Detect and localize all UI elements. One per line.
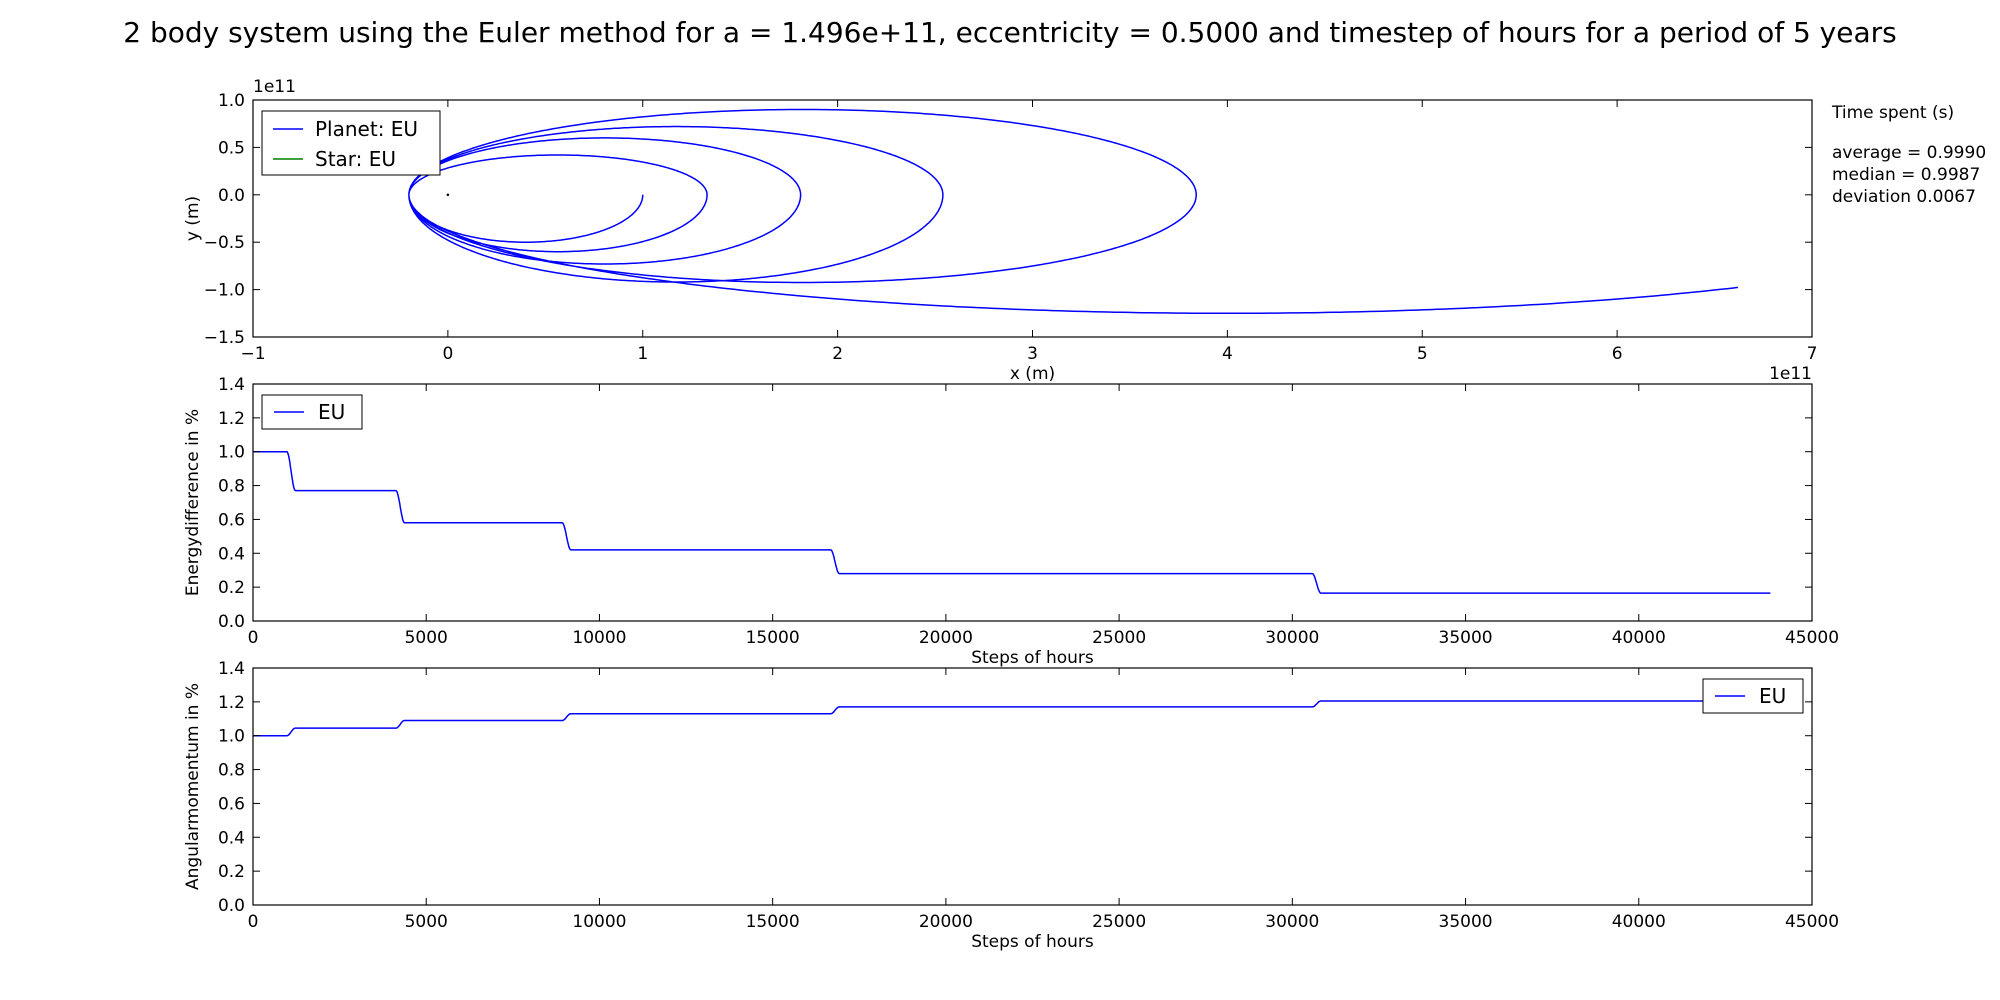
orbit-x-tick-label: 7 xyxy=(1807,344,1818,364)
energy-y-tick-label: 0.4 xyxy=(218,544,245,564)
angular-y-tick-label: 0.6 xyxy=(218,794,245,814)
orbit-y-tick-label: −1.0 xyxy=(204,281,245,301)
orbit-x-axis-label: x (m) xyxy=(1010,364,1055,384)
orbit-legend-label: Planet: EU xyxy=(315,117,418,141)
angular-y-tick-label: 0.2 xyxy=(218,862,245,882)
angular-x-tick-label: 30000 xyxy=(1265,912,1319,932)
angular-y-tick-label: 0.0 xyxy=(218,896,245,916)
orbit-planet-trajectory xyxy=(408,108,1738,315)
angular-x-axis-label: Steps of hours xyxy=(971,932,1094,952)
orbit-x-tick-label: 4 xyxy=(1222,344,1233,364)
orbit-x-tick-label: 1 xyxy=(637,344,648,364)
angular-x-tick-label: 45000 xyxy=(1785,912,1839,932)
angular-series-line xyxy=(253,700,1771,737)
time-stats-average: average = 0.9990 xyxy=(1832,143,1986,163)
energy-x-axis-label: Steps of hours xyxy=(971,648,1094,668)
angular-x-tick-label: 0 xyxy=(248,912,259,932)
energy-y-tick-label: 1.2 xyxy=(218,409,245,429)
energy-plot: 0 5000 10000 15000 20000 25000 30000 35000 40000… xyxy=(183,375,1839,668)
angular-y-tick-label: 1.0 xyxy=(218,727,245,747)
energy-x-tick-label: 25000 xyxy=(1092,628,1146,648)
orbit-legend: Planet: EU Star: EU xyxy=(261,110,441,176)
angular-momentum-plot: 0 5000 10000 15000 20000 25000 30000 35000 40000… xyxy=(183,659,1839,952)
orbit-y-tick-label: 0.5 xyxy=(218,138,245,158)
time-stats-heading: Time spent (s) xyxy=(1831,103,1954,123)
orbit-y-tick-label: 1.0 xyxy=(218,91,245,111)
energy-x-tick-label: 20000 xyxy=(919,628,973,648)
orbit-star-point xyxy=(446,193,450,197)
time-stats-median: median = 0.9987 xyxy=(1832,165,1980,185)
orbit-x-tick-label: 3 xyxy=(1027,344,1038,364)
angular-x-tick-label: 15000 xyxy=(746,912,800,932)
orbit-x-tick-label: 6 xyxy=(1612,344,1623,364)
energy-y-tick-label: 0.2 xyxy=(218,578,245,598)
angular-frame xyxy=(252,667,1813,906)
angular-y-tick-label: 0.4 xyxy=(218,828,245,848)
energy-x-tick-label: 40000 xyxy=(1612,628,1666,648)
orbit-x-tick-label: −1 xyxy=(240,344,265,364)
time-stats-panel: Time spent (s) average = 0.9990 median =… xyxy=(1831,103,1986,207)
orbit-x-tick-label: 0 xyxy=(442,344,453,364)
orbit-legend-box xyxy=(261,110,441,176)
energy-legend: EU xyxy=(261,394,363,430)
energy-x-tick-label: 35000 xyxy=(1439,628,1493,648)
figure-title: 2 body system using the Euler method for… xyxy=(123,16,1897,49)
orbit-x-offset-text: 1e11 xyxy=(1769,364,1812,384)
energy-x-tick-label: 0 xyxy=(248,628,259,648)
energy-y-axis-label: Energydifference in % xyxy=(183,409,203,596)
angular-x-tick-label: 10000 xyxy=(572,912,626,932)
orbit-x-tick-label: 5 xyxy=(1417,344,1428,364)
energy-legend-label: EU xyxy=(318,400,345,424)
energy-y-tick-label: 0.8 xyxy=(218,477,245,497)
energy-x-tick-label: 10000 xyxy=(572,628,626,648)
angular-y-tick-label: 1.2 xyxy=(218,693,245,713)
orbit-y-tick-label: −0.5 xyxy=(204,233,245,253)
orbit-y-tick-label: 0.0 xyxy=(218,186,245,206)
angular-y-tick-label: 1.4 xyxy=(218,659,245,679)
energy-x-tick-label: 45000 xyxy=(1785,628,1839,648)
angular-x-tick-label: 40000 xyxy=(1612,912,1666,932)
angular-x-tick-label: 25000 xyxy=(1092,912,1146,932)
energy-y-tick-label: 0.6 xyxy=(218,510,245,530)
angular-y-axis-label: Angularmomentum in % xyxy=(183,683,203,890)
orbit-x-tick-label: 2 xyxy=(832,344,843,364)
energy-x-tick-label: 15000 xyxy=(746,628,800,648)
angular-x-tick-label: 20000 xyxy=(919,912,973,932)
orbit-plot: −1 0 1 2 3 4 5 6 7 −1.5 −1.0 −0.5 0.0 0.5 1.0 x (m) y (m… xyxy=(183,77,1817,384)
energy-y-tick-label: 0.0 xyxy=(218,612,245,632)
orbit-y-axis-label: y (m) xyxy=(183,196,203,241)
energy-y-tick-label: 1.4 xyxy=(218,375,245,395)
time-stats-deviation: deviation 0.0067 xyxy=(1832,187,1976,207)
angular-legend: EU xyxy=(1702,678,1804,714)
energy-frame xyxy=(252,383,1813,622)
orbit-legend-label: Star: EU xyxy=(315,147,396,171)
angular-y-tick-label: 0.8 xyxy=(218,761,245,781)
energy-x-tick-label: 5000 xyxy=(405,628,448,648)
orbit-y-offset-text: 1e11 xyxy=(253,77,296,97)
energy-x-tick-label: 30000 xyxy=(1265,628,1319,648)
orbit-y-tick-label: −1.5 xyxy=(204,328,245,348)
angular-legend-label: EU xyxy=(1759,684,1786,708)
angular-x-tick-label: 5000 xyxy=(405,912,448,932)
angular-x-tick-label: 35000 xyxy=(1439,912,1493,932)
energy-series-line xyxy=(253,450,1771,594)
energy-y-tick-label: 1.0 xyxy=(218,443,245,463)
